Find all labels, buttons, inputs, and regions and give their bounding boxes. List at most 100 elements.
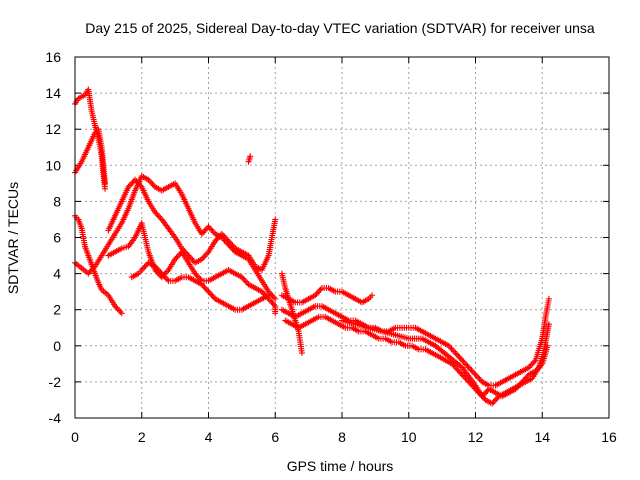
data-point <box>102 185 109 192</box>
y-tick-label: 12 <box>45 121 61 137</box>
data-point <box>156 267 163 274</box>
data-point <box>198 256 205 263</box>
data-point <box>113 304 120 311</box>
data-point <box>523 374 530 381</box>
data-point <box>490 399 497 406</box>
data-point <box>272 310 279 317</box>
data-point <box>161 273 168 280</box>
data-point <box>527 363 534 370</box>
data-point <box>475 374 482 381</box>
data-point <box>194 273 201 280</box>
data-point <box>520 377 527 384</box>
data-point <box>453 365 460 372</box>
data-point <box>205 288 212 295</box>
y-tick-label: 4 <box>53 266 61 282</box>
x-tick-label: 0 <box>71 429 79 445</box>
data-point <box>521 376 528 383</box>
data-point <box>145 176 152 183</box>
data-point <box>222 235 229 242</box>
data-point <box>218 230 225 237</box>
data-point <box>516 381 523 388</box>
data-point <box>154 212 161 219</box>
series-track-g <box>128 259 272 313</box>
data-point <box>238 274 245 281</box>
x-tick-label: 6 <box>271 429 279 445</box>
data-point <box>204 250 211 257</box>
data-point <box>463 361 470 368</box>
data-point <box>202 285 209 292</box>
series-track-m <box>339 317 551 400</box>
data-point <box>544 342 551 349</box>
x-tick-label: 12 <box>468 429 484 445</box>
data-point <box>473 373 480 380</box>
data-point <box>225 238 232 245</box>
data-point <box>265 292 272 299</box>
data-point <box>112 303 119 310</box>
data-point <box>460 358 467 365</box>
data-point <box>134 179 141 186</box>
data-point <box>152 263 159 270</box>
data-point <box>467 365 474 372</box>
data-point <box>531 358 538 365</box>
data-point <box>196 274 203 281</box>
data-point <box>459 357 466 364</box>
data-point <box>117 308 124 315</box>
data-point <box>268 298 275 305</box>
data-point <box>450 362 457 369</box>
data-point <box>89 266 96 273</box>
data-point <box>224 236 231 243</box>
data-point <box>202 251 209 258</box>
data-point <box>210 294 217 301</box>
plot-frame <box>74 56 610 419</box>
data-point <box>152 209 159 216</box>
data-point <box>455 352 462 359</box>
data-point <box>449 347 456 354</box>
data-point <box>258 288 265 295</box>
data-point <box>459 372 466 379</box>
data-point <box>477 377 484 384</box>
series-track-f <box>105 220 279 317</box>
data-point <box>164 276 171 283</box>
data-point <box>158 270 165 277</box>
data-point <box>483 389 490 396</box>
data-point <box>489 400 496 407</box>
data-point <box>88 267 95 274</box>
data-point <box>537 362 544 369</box>
data-point <box>192 270 199 277</box>
data-point <box>138 266 145 273</box>
data-point <box>137 182 144 189</box>
series-track-c <box>72 212 125 317</box>
x-tick-label: 2 <box>138 429 146 445</box>
data-point <box>125 183 132 190</box>
data-point <box>198 281 205 288</box>
data-point <box>206 290 213 297</box>
data-point <box>153 264 160 271</box>
data-point <box>458 370 465 377</box>
data-point <box>269 300 276 307</box>
data-point <box>164 268 171 275</box>
data-point <box>204 287 211 294</box>
data-point <box>153 210 160 217</box>
data-point <box>456 354 463 361</box>
data-point <box>240 275 247 282</box>
x-axis-label: GPS time / hours <box>287 458 394 474</box>
y-tick-label: 0 <box>53 338 61 354</box>
x-tick-label: 10 <box>401 429 417 445</box>
data-point <box>221 233 228 240</box>
data-point <box>114 305 121 312</box>
data-point <box>148 179 155 186</box>
data-point <box>154 266 161 273</box>
y-tick-label: -2 <box>49 374 62 390</box>
data-point <box>156 213 163 220</box>
series-track-l <box>282 313 552 407</box>
data-point <box>448 345 455 352</box>
data-point <box>513 384 520 391</box>
data-point <box>468 367 475 374</box>
data-point <box>465 364 472 371</box>
data-point <box>529 360 536 367</box>
series-track-j <box>278 285 376 306</box>
data-point <box>270 294 277 301</box>
data-point <box>193 272 200 279</box>
data-point <box>136 181 143 188</box>
data-point <box>457 355 464 362</box>
